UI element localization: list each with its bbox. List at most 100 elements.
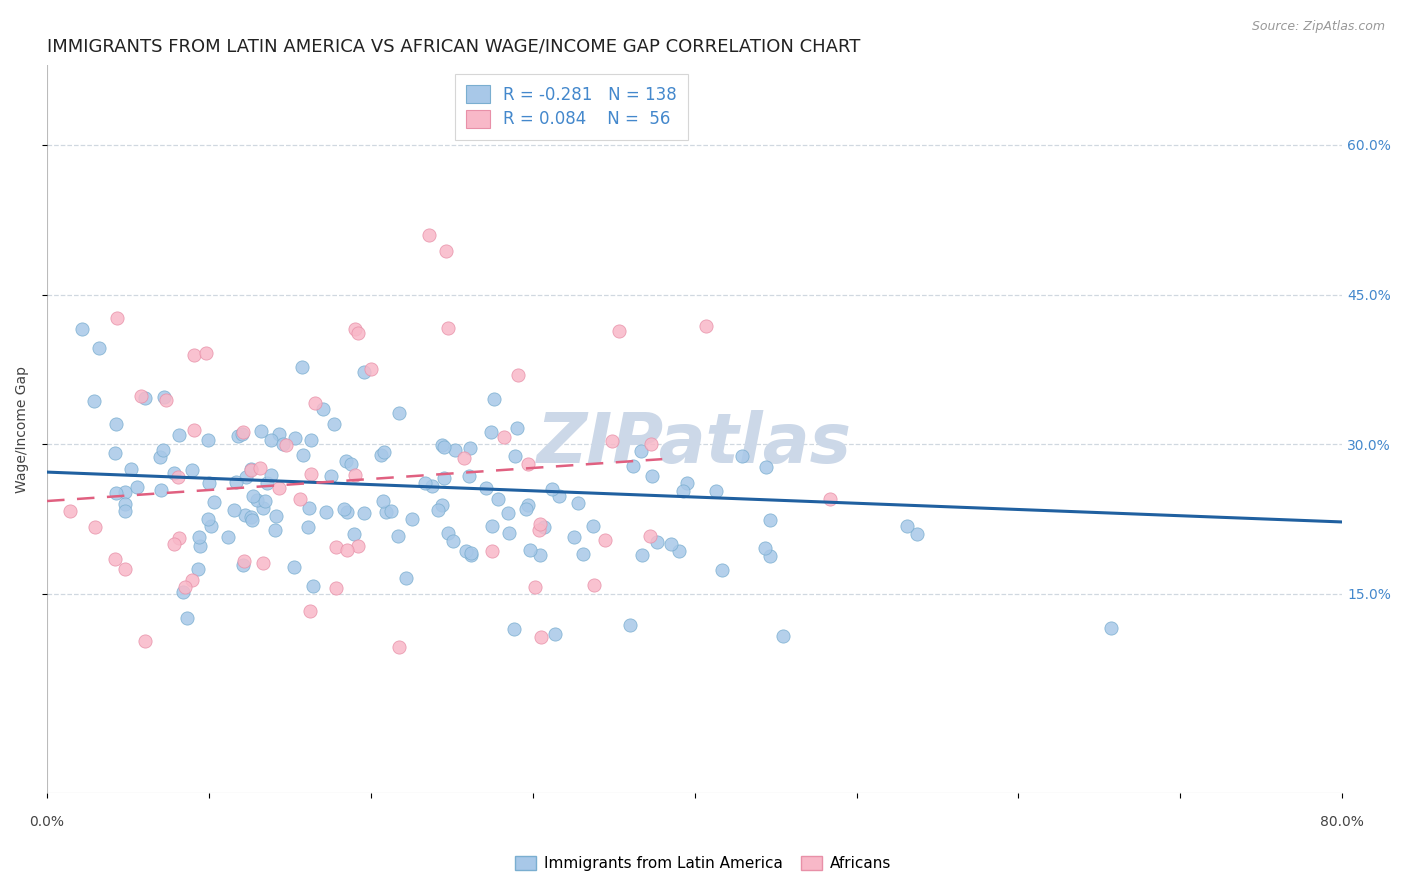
Point xyxy=(479,425,502,439)
Point xyxy=(254,494,277,508)
Text: Source: ZipAtlas.com: Source: ZipAtlas.com xyxy=(1251,20,1385,33)
Point xyxy=(197,512,219,526)
Point xyxy=(224,503,246,517)
Point xyxy=(671,484,693,499)
Point xyxy=(304,395,326,409)
Point xyxy=(252,500,274,515)
Point xyxy=(283,560,305,574)
Point xyxy=(173,580,195,594)
Point xyxy=(543,627,565,641)
Point xyxy=(267,427,290,442)
Point xyxy=(104,446,127,460)
Point xyxy=(217,530,239,544)
Point xyxy=(896,519,918,533)
Text: IMMIGRANTS FROM LATIN AMERICA VS AFRICAN WAGE/INCOME GAP CORRELATION CHART: IMMIGRANTS FROM LATIN AMERICA VS AFRICAN… xyxy=(46,37,860,55)
Point xyxy=(256,476,278,491)
Point xyxy=(299,434,322,448)
Point xyxy=(242,490,264,504)
Point xyxy=(343,468,366,483)
Point xyxy=(114,562,136,576)
Point xyxy=(460,548,482,562)
Point xyxy=(529,516,551,531)
Point xyxy=(516,498,538,512)
Point xyxy=(273,437,295,451)
Point xyxy=(114,498,136,512)
Point xyxy=(274,438,297,452)
Point xyxy=(260,433,283,447)
Point xyxy=(347,326,370,340)
Point xyxy=(434,244,457,258)
Point xyxy=(169,531,191,545)
Point xyxy=(290,491,312,506)
Point xyxy=(264,523,287,537)
Point xyxy=(630,443,652,458)
Point xyxy=(163,537,186,551)
Point xyxy=(704,483,727,498)
Point xyxy=(437,525,460,540)
Point xyxy=(239,463,262,477)
Point xyxy=(250,424,273,438)
Text: ZIPatlas: ZIPatlas xyxy=(537,410,852,477)
Point xyxy=(360,362,382,376)
Point xyxy=(541,482,564,496)
Point xyxy=(315,505,337,519)
Point xyxy=(336,505,359,519)
Point xyxy=(503,622,526,636)
Point xyxy=(302,578,325,592)
Point xyxy=(572,547,595,561)
Point xyxy=(231,427,253,442)
Point xyxy=(562,530,585,544)
Point xyxy=(433,471,456,485)
Point xyxy=(232,425,254,440)
Point xyxy=(172,584,194,599)
Point xyxy=(333,501,356,516)
Text: 0.0%: 0.0% xyxy=(30,815,65,830)
Point xyxy=(818,492,841,507)
Point xyxy=(711,563,734,577)
Point xyxy=(83,393,105,408)
Point xyxy=(249,460,271,475)
Point xyxy=(668,544,690,558)
Point xyxy=(232,554,254,568)
Point xyxy=(387,406,409,420)
Point xyxy=(232,558,254,572)
Point xyxy=(343,527,366,541)
Point xyxy=(312,402,335,417)
Point xyxy=(374,505,396,519)
Point xyxy=(515,502,537,516)
Point xyxy=(506,420,529,434)
Point xyxy=(494,430,516,444)
Point xyxy=(129,389,152,403)
Y-axis label: Wage/Income Gap: Wage/Income Gap xyxy=(15,366,30,492)
Point xyxy=(105,311,128,326)
Point xyxy=(607,324,630,338)
Point xyxy=(183,347,205,361)
Point xyxy=(498,525,520,540)
Point xyxy=(246,492,269,507)
Point xyxy=(284,431,307,445)
Point xyxy=(533,519,555,533)
Point xyxy=(387,529,409,543)
Point xyxy=(155,392,177,407)
Point xyxy=(481,518,503,533)
Point xyxy=(114,485,136,500)
Point xyxy=(454,544,477,558)
Point xyxy=(388,640,411,654)
Point xyxy=(516,457,538,471)
Point xyxy=(269,481,291,495)
Point xyxy=(87,342,110,356)
Point xyxy=(529,549,551,563)
Point xyxy=(548,490,571,504)
Point xyxy=(292,448,315,462)
Point xyxy=(325,582,347,596)
Point xyxy=(433,441,456,455)
Point xyxy=(640,437,662,451)
Point xyxy=(638,529,661,543)
Point xyxy=(134,391,156,405)
Point xyxy=(150,483,173,498)
Point xyxy=(675,475,697,490)
Point xyxy=(394,571,416,585)
Point xyxy=(299,467,322,481)
Point xyxy=(266,508,288,523)
Point xyxy=(149,450,172,464)
